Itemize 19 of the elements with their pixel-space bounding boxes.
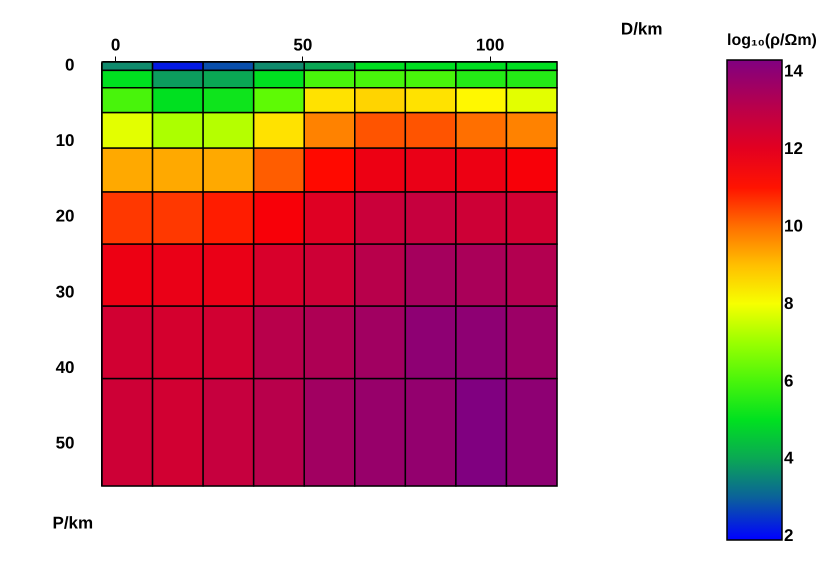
color-bar-label: 2 <box>784 526 794 546</box>
y-tick-label: 10 <box>56 131 74 150</box>
color-bar-label: 4 <box>784 448 794 468</box>
y-tick-label: 40 <box>56 358 74 377</box>
x-tick-label: 100 <box>476 36 504 54</box>
y-tick-label: 50 <box>56 433 74 452</box>
y-tick-label: 20 <box>56 206 74 226</box>
y-tick-label: 0 <box>65 56 74 75</box>
color-bar-label: 6 <box>784 371 794 390</box>
y-axis-title: P/km <box>52 514 94 532</box>
color-bar-label: 12 <box>784 139 803 158</box>
color-bar-label: 8 <box>784 294 794 313</box>
y-tick-label: 30 <box>56 282 74 302</box>
color-bar-label: 10 <box>784 216 803 236</box>
x-tick-label: 50 <box>293 36 312 54</box>
x-tick-label: 0 <box>110 36 120 54</box>
color-bar-title: log₁₀(ρ/Ωm) <box>727 32 817 49</box>
color-bar-label: 14 <box>784 62 804 81</box>
x-axis-title: D/km <box>620 20 662 38</box>
